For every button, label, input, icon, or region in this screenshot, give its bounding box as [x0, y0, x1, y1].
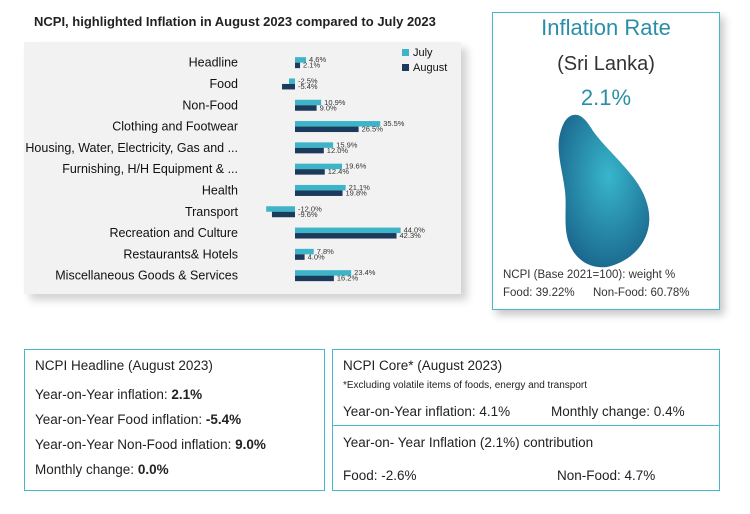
core-title: NCPI Core* (August 2023) — [343, 358, 503, 373]
contribution-nonfood: Non-Food: 4.7% — [557, 468, 656, 483]
data-label-july: 10.9% — [324, 98, 346, 107]
legend-swatch-july — [402, 49, 409, 56]
data-label-july: -2.5% — [298, 76, 318, 85]
bar-august — [295, 105, 317, 111]
category-label: Furnishing, H/H Equipment & ... — [62, 162, 238, 176]
data-label-july: 19.6% — [345, 162, 367, 171]
bar-chart: Headline 4.6%2.1% Food -2.5%-5.4% Non-Food 10… — [25, 47, 447, 283]
data-label-july: 44.0% — [404, 226, 426, 235]
category-label: Clothing and Footwear — [112, 120, 238, 134]
category-label: Health — [202, 183, 238, 197]
data-label-august: -5.4% — [298, 82, 318, 91]
data-label-july: 21.1% — [349, 183, 371, 192]
data-label-july: 15.9% — [336, 140, 358, 149]
bar-august — [295, 126, 359, 133]
data-label-august: 19.8% — [346, 188, 368, 197]
bar-august — [295, 275, 334, 282]
headline-monthly-value: 0.0% — [137, 462, 169, 477]
data-label-july: 23.4% — [354, 268, 376, 277]
category-label: Miscellaneous Goods & Services — [55, 269, 238, 283]
inflation-card-title: Inflation Rate — [541, 15, 671, 40]
core-monthly: Monthly change: 0.4% — [551, 404, 685, 419]
ncpi-headline-box: NCPI Headline (August 2023) Year-on-Year… — [24, 349, 325, 491]
bar-july — [295, 142, 334, 148]
data-label-july: 7.8% — [317, 247, 334, 256]
ncpi-core-box: NCPI Core* (August 2023) *Excluding vola… — [332, 349, 720, 491]
ncpi-weight-label: NCPI (Base 2021=100): weight % — [503, 269, 676, 281]
headline-monthly-label: Monthly change: — [35, 462, 138, 477]
headline-nonfood-row: Year-on-Year Non-Food inflation: 9.0% — [35, 437, 266, 452]
food-weight: Food: 39.22% — [503, 287, 575, 299]
headline-food-label: Year-on-Year Food inflation: — [35, 412, 206, 427]
bar-august — [295, 190, 343, 196]
legend-swatch-august — [402, 64, 409, 71]
data-label-august: 26.5% — [362, 125, 384, 134]
bar-july — [266, 206, 295, 212]
data-label-august: 12.4% — [328, 167, 350, 176]
bar-august — [271, 211, 295, 218]
bar-july — [295, 248, 314, 255]
bar-july — [295, 99, 322, 106]
bar-july — [295, 227, 401, 234]
headline-food-row: Year-on-Year Food inflation: -5.4% — [35, 412, 241, 427]
inflation-rate-card: Inflation Rate (Sri Lanka) 2.1% NCPI (Ba… — [492, 12, 720, 310]
category-label: Recreation and Culture — [109, 226, 238, 240]
nonfood-weight: Non-Food: 60.78% — [593, 287, 690, 299]
bar-july — [295, 57, 307, 63]
data-label-august: 9.0% — [320, 103, 337, 112]
contribution-food: Food: -2.6% — [343, 468, 417, 483]
data-label-august: 16.2% — [337, 274, 359, 283]
data-label-july: -12.0% — [298, 204, 322, 213]
bar-august — [282, 83, 295, 90]
bar-july — [295, 270, 352, 276]
bar-august — [295, 62, 301, 69]
headline-yoy-row: Year-on-Year inflation: 2.1% — [35, 387, 202, 402]
category-label: Transport — [185, 205, 239, 219]
headline-food-value: -5.4% — [205, 412, 242, 427]
category-label: Restaurants& Hotels — [123, 247, 238, 261]
data-label-august: -9.6% — [298, 210, 318, 219]
chart-title: NCPI, highlighted Inflation in August 20… — [34, 14, 436, 29]
headline-nonfood-value: 9.0% — [235, 437, 266, 452]
headline-monthly-row: Monthly change: 0.0% — [35, 462, 169, 477]
data-label-august: 4.0% — [308, 252, 325, 261]
data-label-august: 42.3% — [400, 231, 422, 240]
bar-august — [295, 147, 324, 154]
data-label-august: 12.0% — [327, 146, 349, 155]
bar-july — [295, 121, 381, 127]
category-label: Food — [210, 77, 239, 91]
bar-july — [295, 184, 346, 191]
data-label-july: 35.5% — [383, 119, 405, 128]
core-yoy: Year-on-Year inflation: 4.1% — [343, 404, 511, 419]
category-label: Non-Food — [182, 98, 238, 112]
bar-august — [295, 254, 305, 260]
data-label-august: 2.1% — [303, 61, 320, 70]
bar-august — [295, 233, 397, 239]
inflation-card-country: (Sri Lanka) — [557, 53, 655, 75]
bar-july — [289, 78, 295, 84]
legend-label-august: August — [413, 62, 447, 74]
bar-july — [295, 163, 343, 170]
contribution-title: Year-on- Year Inflation (2.1%) contribut… — [343, 435, 594, 450]
headline-nonfood-label: Year-on-Year Non-Food inflation: — [35, 437, 236, 452]
chart-panel: Headline 4.6% 2.1% Food -2.5% -5.4% Non-Food 10… — [24, 42, 461, 294]
headline-yoy-label: Year-on-Year inflation: — [35, 387, 172, 402]
headline-title: NCPI Headline (August 2023) — [35, 358, 213, 373]
inflation-card-rate: 2.1% — [580, 85, 632, 110]
legend-label-july: July — [413, 47, 433, 59]
core-divider — [333, 425, 719, 426]
category-label: Headline — [189, 56, 238, 70]
core-note: *Excluding volatile items of foods, ener… — [343, 380, 588, 391]
headline-yoy-value: 2.1% — [171, 387, 203, 402]
sri-lanka-map-icon — [558, 114, 650, 268]
category-label: Housing, Water, Electricity, Gas and ... — [25, 141, 238, 155]
data-label-july: 4.6% — [309, 55, 326, 64]
bar-august — [295, 169, 325, 175]
